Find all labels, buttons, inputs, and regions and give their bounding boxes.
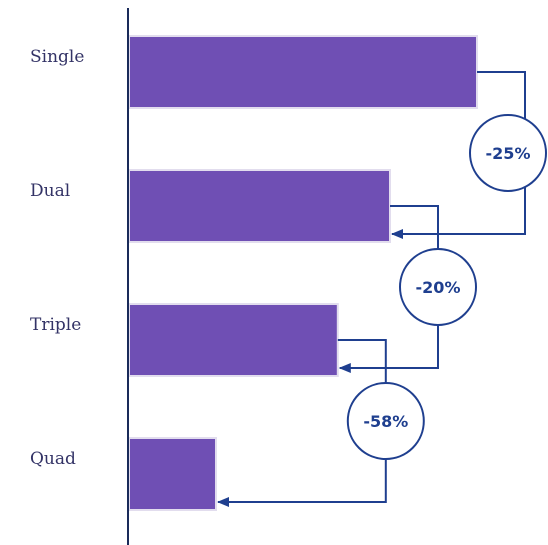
change-label-2: -20% (416, 278, 461, 297)
category-label-triple: Triple (30, 315, 82, 335)
bar-single (128, 35, 478, 109)
bar-quad (128, 437, 217, 511)
category-label-dual: Dual (30, 181, 71, 201)
change-bubble-3 (346, 382, 425, 460)
change-bubble-2 (399, 248, 477, 326)
change-label-3: -58% (363, 412, 408, 431)
change-bubble-1 (469, 114, 547, 192)
category-label-single: Single (30, 47, 85, 67)
change-bubbles: -25% -20% -58% (346, 114, 547, 460)
bar-triple (128, 303, 339, 377)
category-label-quad: Quad (30, 449, 76, 469)
change-label-1: -25% (486, 144, 531, 163)
bar-dual (128, 169, 391, 243)
